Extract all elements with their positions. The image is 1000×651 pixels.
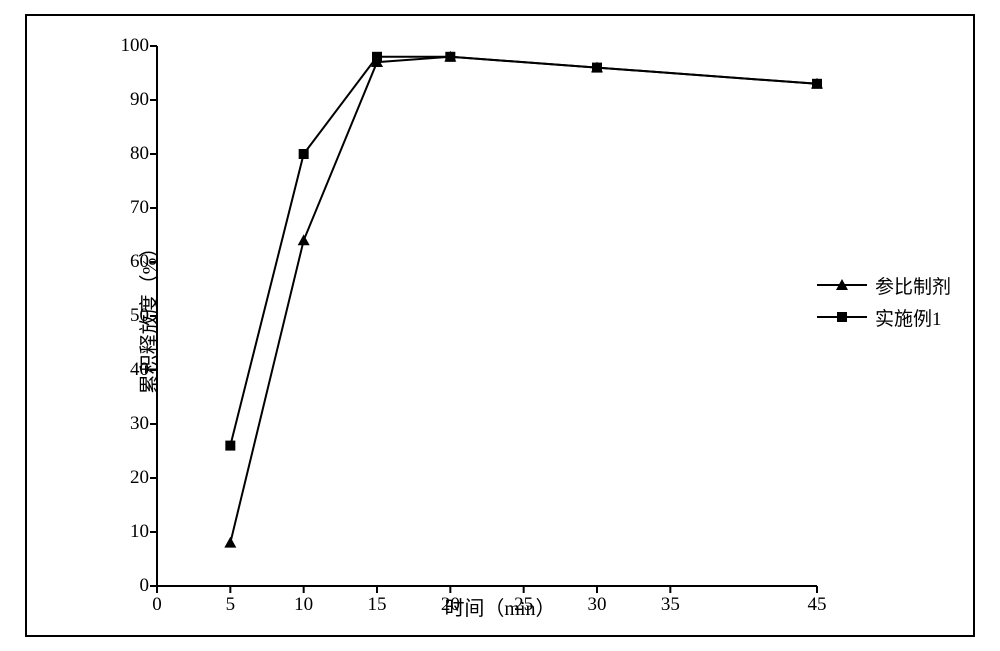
chart-frame: 累积释放度（%） 时间（min） 01020304050607080901000… <box>25 14 975 637</box>
legend-label-example1: 实施例1 <box>875 304 942 331</box>
y-tick-label: 80 <box>130 143 157 165</box>
legend-line-icon <box>817 316 867 318</box>
plot-area: 01020304050607080901000510152025303545 <box>157 46 817 586</box>
y-tick-label: 50 <box>130 305 157 327</box>
square-icon <box>835 310 849 324</box>
y-tick-label: 100 <box>121 35 158 57</box>
x-tick-label: 30 <box>588 586 607 616</box>
y-tick-label: 60 <box>130 251 157 273</box>
triangle-icon <box>835 278 849 292</box>
x-tick-label: 45 <box>808 586 827 616</box>
legend-item-example1: 实施例1 <box>817 304 951 330</box>
x-axis-label: 时间（min） <box>27 592 973 621</box>
x-tick-label: 10 <box>294 586 313 616</box>
y-tick-label: 70 <box>130 197 157 219</box>
legend-line-icon <box>817 284 867 286</box>
legend-label-reference: 参比制剂 <box>875 272 951 299</box>
x-tick-label: 5 <box>226 586 236 616</box>
x-tick-label: 35 <box>661 586 680 616</box>
y-tick-label: 20 <box>130 467 157 489</box>
y-tick-label: 10 <box>130 521 157 543</box>
x-tick-label: 0 <box>152 586 162 616</box>
legend-item-reference: 参比制剂 <box>817 272 951 298</box>
legend: 参比制剂 实施例1 <box>817 266 951 336</box>
x-tick-label: 15 <box>368 586 387 616</box>
x-tick-label: 20 <box>441 586 460 616</box>
y-tick-label: 30 <box>130 413 157 435</box>
x-tick-label: 25 <box>514 586 533 616</box>
y-tick-label: 40 <box>130 359 157 381</box>
y-tick-label: 90 <box>130 89 157 111</box>
plot-svg <box>157 46 817 586</box>
